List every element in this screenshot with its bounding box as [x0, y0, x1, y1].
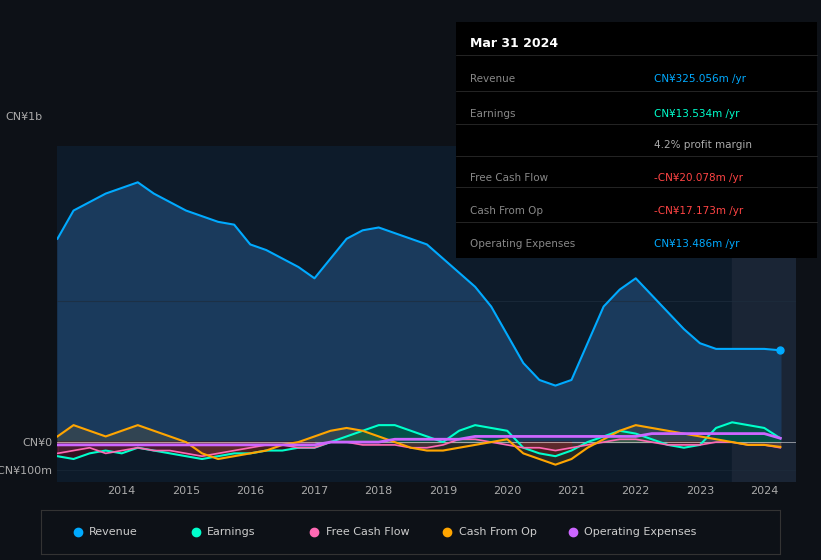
Text: Operating Expenses: Operating Expenses	[585, 527, 696, 537]
Text: Operating Expenses: Operating Expenses	[470, 239, 576, 249]
Text: 4.2% profit margin: 4.2% profit margin	[654, 140, 752, 150]
Text: Free Cash Flow: Free Cash Flow	[470, 173, 548, 183]
Text: Cash From Op: Cash From Op	[470, 206, 544, 216]
Text: -CN¥17.173m /yr: -CN¥17.173m /yr	[654, 206, 744, 216]
Text: Earnings: Earnings	[207, 527, 256, 537]
Text: CN¥1b: CN¥1b	[6, 112, 43, 122]
Text: Mar 31 2024: Mar 31 2024	[470, 36, 558, 49]
Text: CN¥13.534m /yr: CN¥13.534m /yr	[654, 109, 740, 119]
Text: Cash From Op: Cash From Op	[459, 527, 536, 537]
Text: Free Cash Flow: Free Cash Flow	[325, 527, 409, 537]
Text: Revenue: Revenue	[89, 527, 138, 537]
Bar	[732, 146, 796, 482]
Text: Earnings: Earnings	[470, 109, 516, 119]
Text: Revenue: Revenue	[470, 74, 516, 84]
Text: CN¥325.056m /yr: CN¥325.056m /yr	[654, 74, 746, 84]
Text: -CN¥20.078m /yr: -CN¥20.078m /yr	[654, 173, 743, 183]
Text: CN¥13.486m /yr: CN¥13.486m /yr	[654, 239, 740, 249]
